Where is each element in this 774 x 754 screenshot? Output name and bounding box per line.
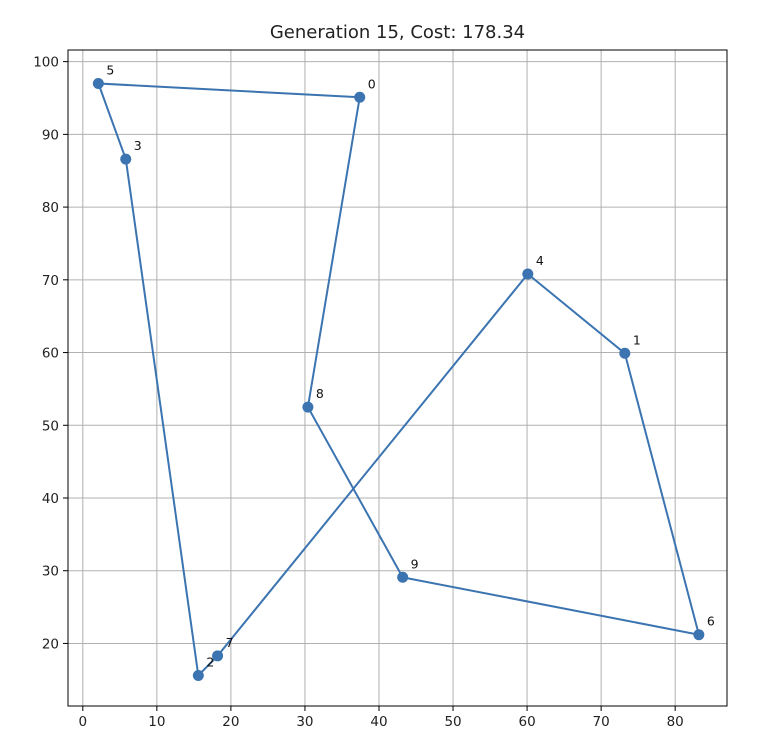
y-tick-label: 40 bbox=[42, 491, 59, 507]
y-tick-label: 80 bbox=[42, 200, 59, 216]
city-label-7: 7 bbox=[226, 635, 234, 650]
city-point-9 bbox=[397, 571, 409, 583]
route-path bbox=[96, 82, 701, 678]
x-tick-label: 60 bbox=[518, 714, 535, 730]
y-tick-label: 90 bbox=[42, 127, 59, 143]
x-tick-label: 50 bbox=[444, 714, 461, 730]
city-point-8 bbox=[302, 401, 314, 413]
city-label-0: 0 bbox=[368, 76, 376, 91]
y-tick-label: 30 bbox=[42, 564, 59, 580]
city-label-2: 2 bbox=[206, 654, 214, 669]
city-point-0 bbox=[354, 91, 366, 103]
x-tick-label: 0 bbox=[79, 714, 88, 730]
city-label-4: 4 bbox=[536, 253, 544, 268]
y-tick-label: 60 bbox=[42, 346, 59, 362]
y-tick-label: 50 bbox=[42, 418, 59, 434]
chart-title: Generation 15, Cost: 178.34 bbox=[270, 22, 525, 43]
x-tick-label: 80 bbox=[667, 714, 684, 730]
y-tick-label: 100 bbox=[33, 55, 59, 71]
city-label-6: 6 bbox=[707, 614, 715, 629]
city-labels: 0 1 2 3 4 5 6 7 8 9 bbox=[106, 62, 715, 669]
city-label-3: 3 bbox=[134, 138, 142, 153]
y-axis-ticks: 20 30 40 50 60 70 80 90 100 bbox=[33, 55, 68, 652]
route-line bbox=[96, 82, 701, 678]
city-point-3 bbox=[120, 153, 132, 165]
x-tick-label: 20 bbox=[222, 714, 239, 730]
plot-frame bbox=[67, 49, 728, 707]
city-markers bbox=[92, 77, 705, 681]
city-label-1: 1 bbox=[633, 332, 641, 347]
city-point-1 bbox=[619, 347, 631, 359]
city-point-4 bbox=[522, 268, 534, 280]
city-point-5 bbox=[92, 77, 104, 89]
y-tick-label: 20 bbox=[42, 636, 59, 652]
x-tick-label: 40 bbox=[370, 714, 387, 730]
x-tick-label: 30 bbox=[296, 714, 313, 730]
city-point-6 bbox=[693, 629, 705, 641]
city-label-9: 9 bbox=[411, 556, 419, 571]
city-point-2 bbox=[192, 669, 204, 681]
y-tick-label: 70 bbox=[42, 273, 59, 289]
city-point-7 bbox=[212, 650, 224, 662]
x-axis-ticks: 0 10 20 30 40 50 60 70 80 bbox=[79, 706, 684, 730]
x-tick-label: 70 bbox=[593, 714, 610, 730]
city-label-5: 5 bbox=[106, 62, 114, 77]
city-label-8: 8 bbox=[316, 386, 324, 401]
grid-lines bbox=[68, 50, 727, 706]
x-tick-label: 10 bbox=[148, 714, 165, 730]
